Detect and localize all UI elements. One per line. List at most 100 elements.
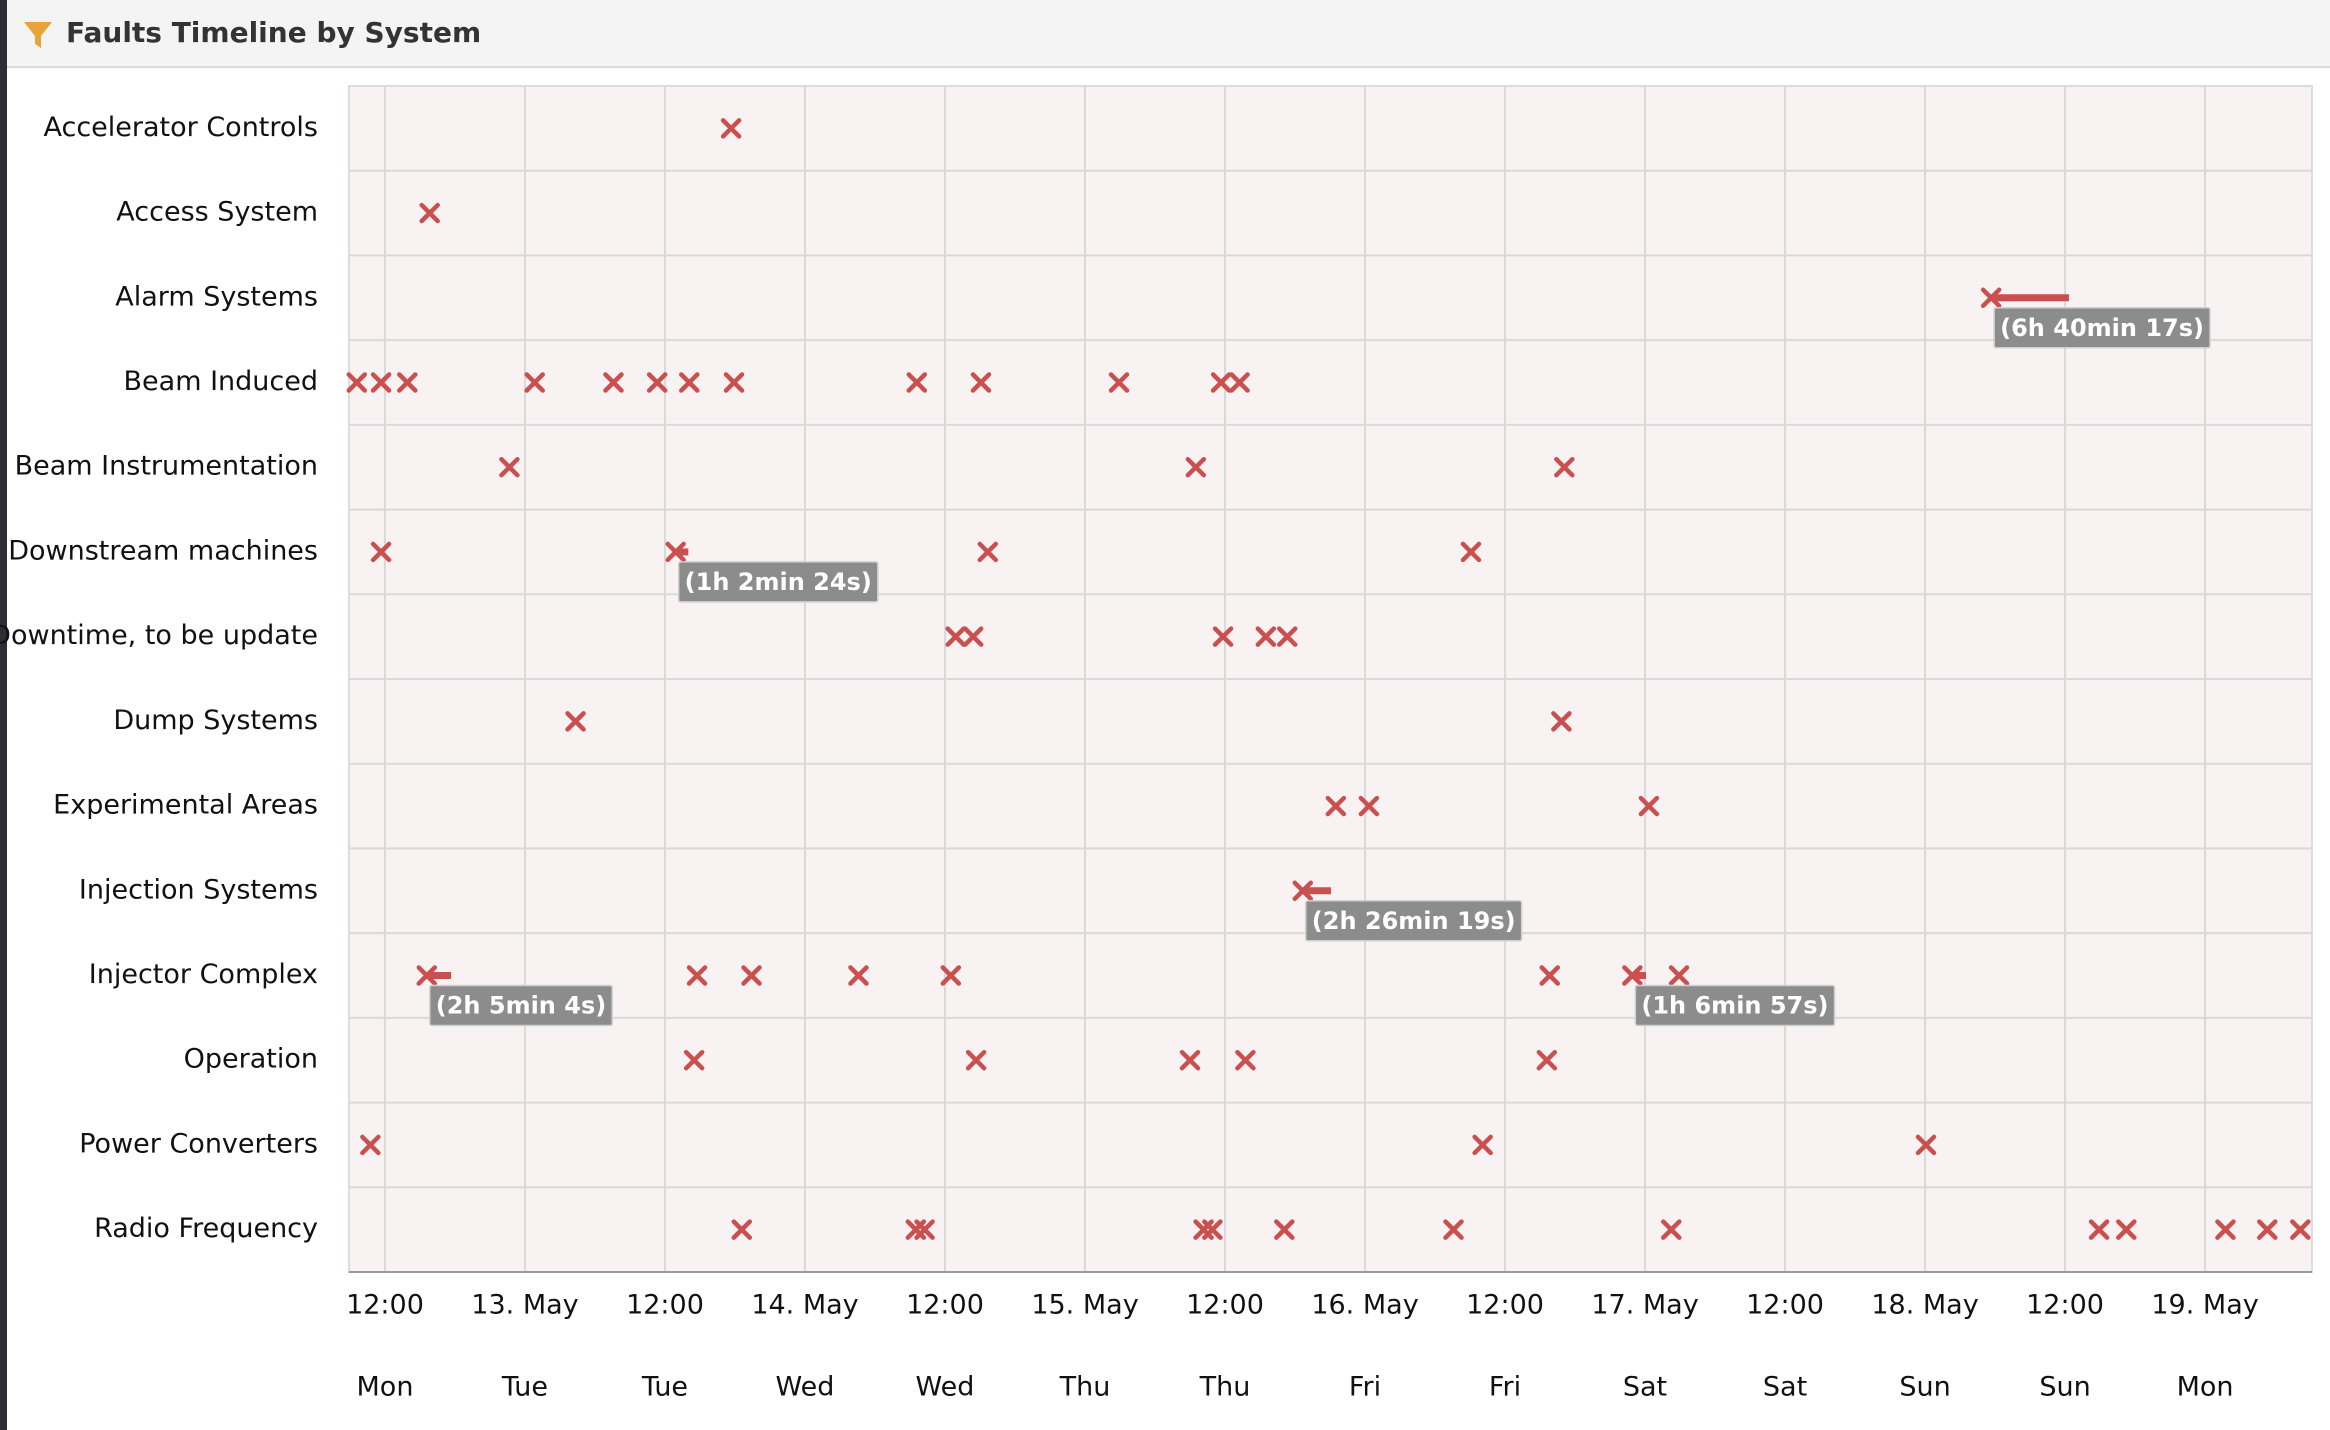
duration-label-box [1993, 307, 2211, 349]
x-tick-label: 17. May [1591, 1290, 1698, 1321]
fault-marker [2088, 1219, 2110, 1240]
side-strip [0, 0, 7, 1430]
fault-marker [731, 1219, 753, 1240]
header-bar [0, 0, 2330, 67]
x-tick-label: 12:00 [906, 1290, 984, 1321]
fault-marker [360, 1134, 381, 1156]
fault-marker [1915, 1134, 1937, 1156]
x-tick-label: 12:00 [1186, 1290, 1264, 1321]
category-label: Access System [116, 197, 318, 228]
x-tick-label: 12:00 [1746, 1290, 1824, 1321]
fault-marker [977, 541, 999, 563]
fault-marker [723, 372, 745, 393]
fault-marker [1536, 1049, 1558, 1071]
fault-marker [1292, 880, 1314, 902]
fault-marker [686, 965, 708, 986]
duration-label: (1h 2min 24s) [685, 568, 872, 596]
category-label: Power Converters [79, 1128, 318, 1159]
x-weekday-label: Fri [1489, 1372, 1521, 1403]
category-label: Injector Complex [89, 959, 318, 990]
fault-marker [1276, 626, 1298, 647]
fault-marker [1325, 795, 1347, 817]
fault-marker [848, 965, 869, 986]
fault-marker [940, 965, 962, 986]
fault-marker [2116, 1219, 2137, 1240]
x-tick-label: 12:00 [626, 1290, 704, 1321]
category-label: Dump Systems [113, 705, 318, 736]
x-tick-label: 13. May [471, 1290, 578, 1321]
x-weekday-label: Tue [501, 1372, 548, 1403]
x-tick-label: 12:00 [346, 1290, 424, 1321]
fault-marker [1980, 287, 2002, 309]
x-tick-label: 14. May [751, 1290, 858, 1321]
x-tick-label: 15. May [1031, 1290, 1138, 1321]
x-weekday-label: Fri [1349, 1372, 1381, 1403]
category-label: Downtime, to be update [0, 620, 318, 651]
fault-marker [416, 965, 438, 986]
fault-marker [2257, 1219, 2278, 1240]
category-label: Alarm Systems [115, 281, 318, 312]
category-label: Beam Induced [124, 366, 318, 397]
fault-marker [1202, 1219, 1223, 1240]
fault-marker [1185, 456, 1207, 478]
fault-marker [962, 626, 984, 647]
duration-label-box [1305, 900, 1523, 942]
x-tick-label: 16. May [1311, 1290, 1418, 1321]
x-tick-label: 12:00 [2026, 1290, 2104, 1321]
fault-marker [683, 1049, 705, 1071]
fault-marker [419, 202, 440, 224]
x-tick-label: 19. May [2151, 1290, 2258, 1321]
x-weekday-label: Sun [1899, 1372, 1950, 1403]
fault-marker [1235, 1049, 1256, 1071]
fault-marker [1551, 711, 1572, 732]
fault-marker [1210, 372, 1232, 393]
fault-marker [914, 1219, 935, 1240]
fault-marker [370, 541, 392, 563]
category-label: Accelerator Controls [43, 112, 318, 143]
fault-marker [1358, 795, 1380, 817]
fault-marker [741, 965, 762, 986]
fault-marker [1443, 1219, 1464, 1240]
category-label: Experimental Areas [53, 790, 318, 821]
duration-label: (1h 6min 57s) [1641, 992, 1828, 1020]
x-weekday-label: Wed [776, 1372, 835, 1403]
fault-marker [1472, 1134, 1493, 1156]
fault-marker [397, 372, 418, 393]
fault-marker [906, 372, 928, 393]
x-weekday-label: Wed [916, 1372, 975, 1403]
fault-marker [720, 118, 742, 139]
x-weekday-label: Tue [641, 1372, 688, 1403]
fault-marker [603, 372, 624, 393]
duration-label: (6h 40min 17s) [2000, 314, 2204, 342]
fault-marker [524, 372, 545, 393]
duration-label-box [429, 984, 613, 1027]
chart-title: Faults Timeline by System [66, 16, 481, 49]
fault-marker [646, 372, 668, 393]
fault-marker [2215, 1219, 2236, 1240]
plot-area: 12:00 Mon 13. May Tue 12:00 Tue 14. May Wed 12:0… [0, 85, 2313, 1403]
x-weekday-label: Mon [357, 1372, 414, 1403]
fault-marker [1108, 372, 1130, 393]
fault-marker [1229, 372, 1250, 393]
category-label: Operation [184, 1044, 318, 1075]
fault-marker [2290, 1219, 2311, 1240]
duration-label: (2h 26min 19s) [1312, 907, 1516, 935]
fault-marker [346, 372, 368, 393]
filter-icon[interactable] [24, 22, 52, 48]
category-label: Radio Frequency [94, 1213, 318, 1244]
fault-marker [1622, 965, 1643, 986]
fault-marker [370, 372, 392, 393]
fault-marker [1661, 1219, 1682, 1240]
fault-marker [1274, 1219, 1295, 1240]
duration-label-box [1634, 984, 1836, 1027]
fault-marker [1255, 626, 1277, 647]
duration-label-box [677, 561, 879, 603]
x-weekday-label: Sat [1623, 1372, 1667, 1403]
fault-marker [1179, 1049, 1201, 1071]
fault-marker [1539, 965, 1560, 986]
fault-marker [1668, 965, 1690, 986]
duration-label: (2h 5min 4s) [436, 992, 606, 1020]
x-tick-label: 18. May [1871, 1290, 1978, 1321]
